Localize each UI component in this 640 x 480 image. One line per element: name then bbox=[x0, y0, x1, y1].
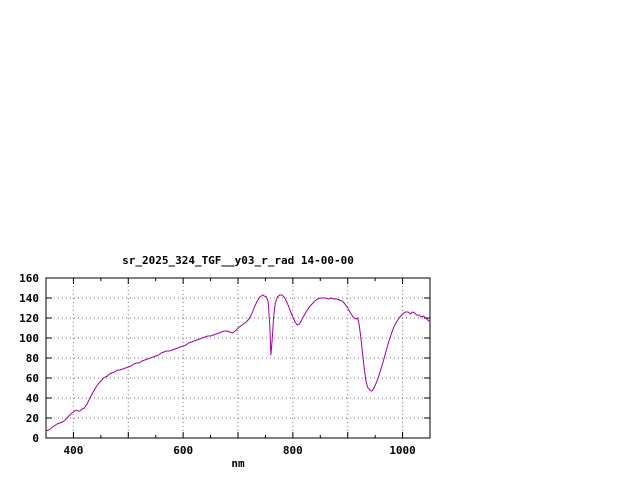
x-tick-label: 400 bbox=[63, 444, 83, 457]
x-tick-label: 800 bbox=[283, 444, 303, 457]
spectrum-line bbox=[45, 294, 431, 432]
tick-marks bbox=[46, 277, 430, 439]
y-tick-label: 80 bbox=[26, 352, 39, 365]
axis-tick-labels: 0 20 40 60 80 100 120 140 160 400 600 800 1000 bbox=[19, 272, 416, 457]
data-series bbox=[45, 294, 431, 432]
y-tick-label: 20 bbox=[26, 412, 39, 425]
x-tick-label: 1000 bbox=[389, 444, 416, 457]
x-tick-label: 600 bbox=[173, 444, 193, 457]
y-tick-label: 0 bbox=[32, 432, 39, 445]
y-tick-label: 40 bbox=[26, 392, 39, 405]
y-tick-label: 160 bbox=[19, 272, 39, 285]
chart-title: sr_2025_324_TGF__y03_r_rad 14-00-00 bbox=[122, 254, 354, 267]
plot-border bbox=[45, 277, 431, 439]
y-tick-label: 140 bbox=[19, 292, 39, 305]
y-tick-label: 120 bbox=[19, 312, 39, 325]
grid-lines bbox=[46, 278, 430, 438]
y-tick-label: 60 bbox=[26, 372, 39, 385]
x-axis-label: nm bbox=[231, 457, 245, 470]
y-tick-label: 100 bbox=[19, 332, 39, 345]
